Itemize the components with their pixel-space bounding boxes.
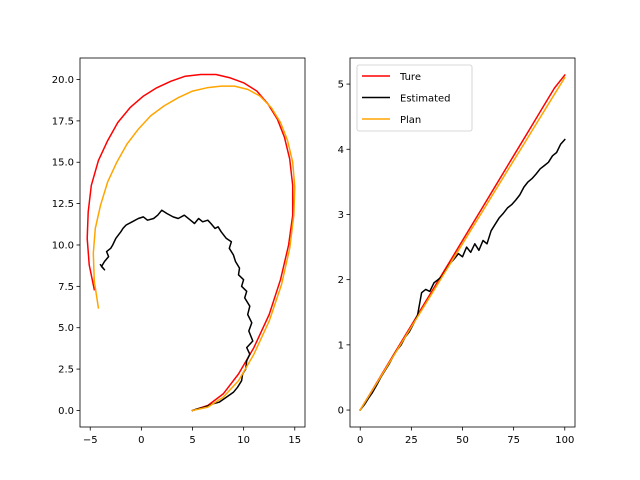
left-y-tick-label: 20.0: [52, 75, 74, 86]
right-y-tick-label: 2: [338, 275, 344, 286]
right-y-tick-label: 3: [338, 210, 344, 221]
legend-label-estimated: Estimated: [400, 94, 451, 105]
right-x-tick-label: 75: [507, 435, 520, 446]
left-y-tick-label: 0.0: [58, 406, 74, 417]
right-y-tick-label: 5: [338, 80, 344, 91]
right-series-layer: [359, 73, 566, 412]
right-x-ticks: 0 25 50 75 100: [357, 427, 574, 446]
left-y-tick-label: 15.0: [52, 158, 74, 169]
left-y-tick-label: 12.5: [52, 199, 74, 210]
legend-label-plan: Plan: [400, 115, 421, 126]
left-x-tick-label: −5: [83, 435, 98, 446]
right-series-line-plan: [359, 76, 566, 412]
left-x-ticks: −5 0 5 10 15: [83, 427, 301, 446]
left-y-tick-label: 2.5: [58, 365, 74, 376]
left-y-tick-label: 17.5: [52, 116, 74, 127]
right-x-tick-label: 0: [357, 435, 363, 446]
right-x-tick-label: 25: [405, 435, 418, 446]
left-x-tick-label: 5: [189, 435, 195, 446]
left-series-line-0: [86, 73, 294, 412]
left-x-tick-label: 0: [138, 435, 144, 446]
left-y-ticks: 0.0 2.5 5.0 7.5 10.0 12.5 15.0 17.5 20.0: [52, 75, 80, 417]
right-panel: 0 25 50 75 100 0 1 2 3 4 5 Ture Estimated Plan: [338, 57, 576, 446]
right-x-tick-label: 100: [555, 435, 574, 446]
legend-label-ture: Ture: [399, 72, 421, 83]
left-y-tick-label: 10.0: [52, 240, 74, 251]
right-y-ticks: 0 1 2 3 4 5: [338, 80, 350, 417]
right-y-tick-label: 0: [338, 406, 344, 417]
left-y-tick-label: 5.0: [58, 323, 74, 334]
right-y-tick-label: 4: [338, 145, 344, 156]
right-x-tick-label: 50: [456, 435, 469, 446]
left-series-layer: [86, 73, 296, 412]
left-y-tick-label: 7.5: [58, 282, 74, 293]
legend-box: [356, 64, 473, 132]
legend: Ture Estimated Plan: [356, 64, 473, 132]
left-x-tick-label: 10: [237, 435, 250, 446]
left-series-line-2: [92, 85, 296, 412]
left-panel: −5 0 5 10 15 0.0 2.5 5.0 7.5 10.0 12.5 15.0 17.5 20.…: [52, 57, 306, 446]
right-y-tick-label: 1: [338, 340, 344, 351]
left-x-tick-label: 15: [288, 435, 301, 446]
